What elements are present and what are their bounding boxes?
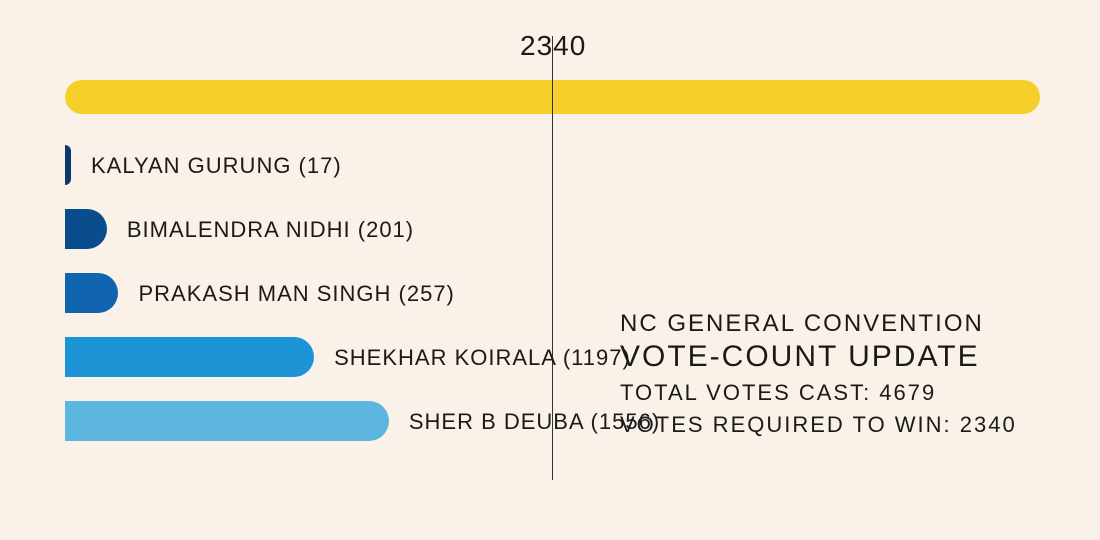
candidate-bar xyxy=(65,337,314,377)
info-block: NC GENERAL CONVENTIONVOTE-COUNT UPDATE TO… xyxy=(620,310,1017,438)
candidate-bar xyxy=(65,209,107,249)
candidate-label: PRAKASH MAN SINGH (257) xyxy=(138,281,454,307)
info-line2: VOTES REQUIRED TO WIN: 2340 xyxy=(620,412,1017,438)
candidate-bar xyxy=(65,145,71,185)
chart-canvas: 2340 KALYAN GURUNG (17) BIMALENDRA NIDHI (… xyxy=(0,0,1100,540)
info-title: NC GENERAL CONVENTION xyxy=(620,310,1017,338)
candidate-label: BIMALENDRA NIDHI (201) xyxy=(127,217,414,243)
threshold-label: 2340 xyxy=(520,30,586,62)
info-line1: TOTAL VOTES CAST: 4679 xyxy=(620,380,1017,406)
info-main: VOTE-COUNT UPDATE xyxy=(620,340,1017,374)
candidate-label: SHEKHAR KOIRALA (1197) xyxy=(334,345,631,371)
candidate-label: KALYAN GURUNG (17) xyxy=(91,153,342,179)
candidate-bar xyxy=(65,401,389,441)
candidate-bar xyxy=(65,273,118,313)
